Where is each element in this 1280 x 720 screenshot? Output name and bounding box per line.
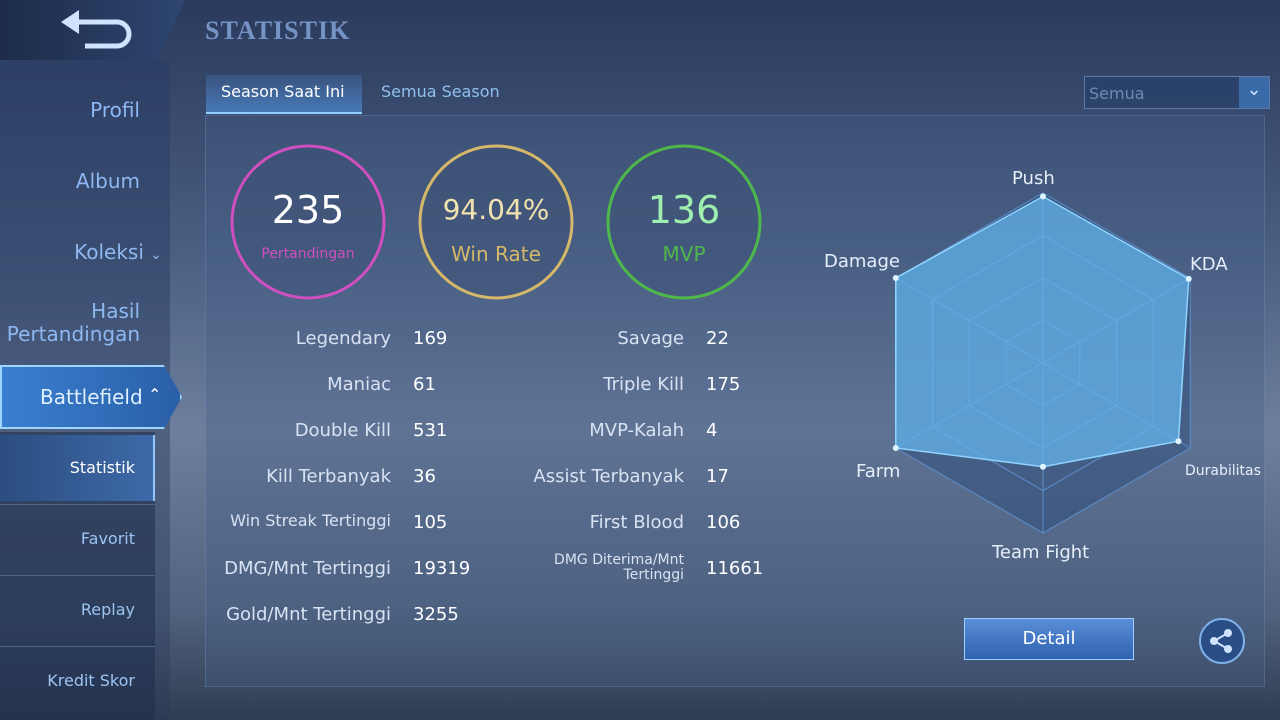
summary-label: MVP xyxy=(662,242,706,266)
filter-dropdown[interactable]: Semua ⌄ xyxy=(1084,76,1270,109)
tab-label: Season Saat Ini xyxy=(221,82,345,101)
stat-value: 531 xyxy=(413,420,448,441)
stat-value: 4 xyxy=(706,420,718,441)
stat-label: DMG Diterima/Mnt Tertinggi xyxy=(554,552,684,583)
radar-label: Durabilitas xyxy=(1185,463,1261,479)
stat-value: 36 xyxy=(413,466,436,487)
radar-point xyxy=(1185,275,1192,282)
share-button[interactable] xyxy=(1198,617,1246,665)
menu-item[interactable]: Koleksi ⌄ xyxy=(74,240,162,264)
submenu-item[interactable]: Statistik xyxy=(69,458,135,477)
submenu-item[interactable]: Favorit xyxy=(80,529,135,548)
stat-label: Savage xyxy=(617,328,684,349)
radar-label: Team Fight xyxy=(992,542,1090,563)
menu-item[interactable]: Hasil Pertandingan xyxy=(6,299,140,346)
menu-item[interactable]: Album xyxy=(75,169,140,193)
submenu-item[interactable]: Replay xyxy=(80,600,135,619)
stat-value: 11661 xyxy=(706,558,764,579)
stat-label: Double Kill xyxy=(294,420,391,441)
stat-value: 61 xyxy=(413,374,436,395)
menu-label: Battlefield xyxy=(40,385,143,409)
summary-label: Win Rate xyxy=(451,242,541,266)
stat-value: 169 xyxy=(413,328,448,349)
divider xyxy=(0,504,155,505)
menu-label: Koleksi xyxy=(74,240,144,264)
tab[interactable]: Semua Season xyxy=(381,82,500,101)
stat-value: 106 xyxy=(706,512,741,533)
stat-value: 17 xyxy=(706,466,729,487)
radar-point xyxy=(1040,193,1046,200)
submenu-item[interactable]: Kredit Skor xyxy=(47,671,135,690)
summary-ring xyxy=(606,144,762,300)
stat-value: 22 xyxy=(706,328,729,349)
stat-label: Win Streak Tertinggi xyxy=(230,511,391,530)
stat-value: 175 xyxy=(706,374,741,395)
stat-value: 105 xyxy=(413,512,448,533)
summary-ring xyxy=(230,144,386,300)
back-bar xyxy=(0,0,185,60)
summary-value: 235 xyxy=(271,188,345,232)
stat-value: 19319 xyxy=(413,558,471,579)
divider xyxy=(0,646,155,647)
tab-active[interactable]: Season Saat Ini xyxy=(206,75,362,114)
stat-label: Maniac xyxy=(327,374,391,395)
stat-label: Triple Kill xyxy=(603,374,684,395)
back-button[interactable] xyxy=(55,8,135,52)
detail-button[interactable]: Detail xyxy=(964,618,1134,660)
radar-point xyxy=(1175,438,1182,445)
radar-area xyxy=(895,195,1190,468)
stat-label: DMG/Mnt Tertinggi xyxy=(224,558,391,579)
divider xyxy=(0,575,155,576)
summary-label: Pertandingan xyxy=(261,246,355,262)
radar-point xyxy=(892,445,899,451)
radar-point xyxy=(892,275,899,281)
stat-value: 3255 xyxy=(413,604,459,625)
stat-label: Assist Terbanyak xyxy=(533,466,684,487)
radar-chart xyxy=(892,192,1192,534)
summary-ring xyxy=(418,144,574,300)
stat-label: Kill Terbanyak xyxy=(266,466,391,487)
summary-value: 94.04% xyxy=(442,193,550,226)
filter-label: Semua xyxy=(1089,84,1145,103)
submenu-active xyxy=(0,435,155,501)
page-title: STATISTIK xyxy=(205,16,351,45)
radar-point xyxy=(1040,463,1046,470)
stat-label: MVP-Kalah xyxy=(589,420,684,441)
menu-item[interactable]: Profil xyxy=(90,98,140,122)
radar-label: Push xyxy=(1012,168,1055,189)
menu-item-active[interactable]: Battlefield ⌃ xyxy=(0,365,182,429)
radar-label: Damage xyxy=(824,251,900,272)
radar-label: KDA xyxy=(1190,254,1228,275)
stat-label: Gold/Mnt Tertinggi xyxy=(226,604,391,625)
radar-label: Farm xyxy=(856,461,901,482)
stat-label: Legendary xyxy=(295,328,391,349)
summary-value: 136 xyxy=(647,188,721,232)
stat-label: First Blood xyxy=(589,512,684,533)
